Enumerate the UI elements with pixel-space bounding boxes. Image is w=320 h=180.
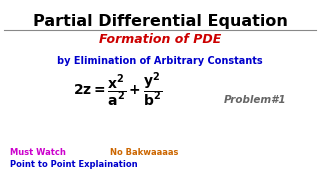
Text: $\mathbf{2z = \dfrac{x^2}{a^2} + \dfrac{y^2}{b^2}}$: $\mathbf{2z = \dfrac{x^2}{a^2} + \dfrac{… [73,70,163,109]
Text: Problem#1: Problem#1 [224,95,286,105]
Text: Must Watch: Must Watch [10,148,66,157]
Text: Formation of PDE: Formation of PDE [99,33,221,46]
Text: No Bakwaaaas: No Bakwaaaas [110,148,178,157]
Text: by Elimination of Arbitrary Constants: by Elimination of Arbitrary Constants [57,56,263,66]
Text: Partial Differential Equation: Partial Differential Equation [33,14,287,29]
Text: Point to Point Explaination: Point to Point Explaination [10,160,138,169]
